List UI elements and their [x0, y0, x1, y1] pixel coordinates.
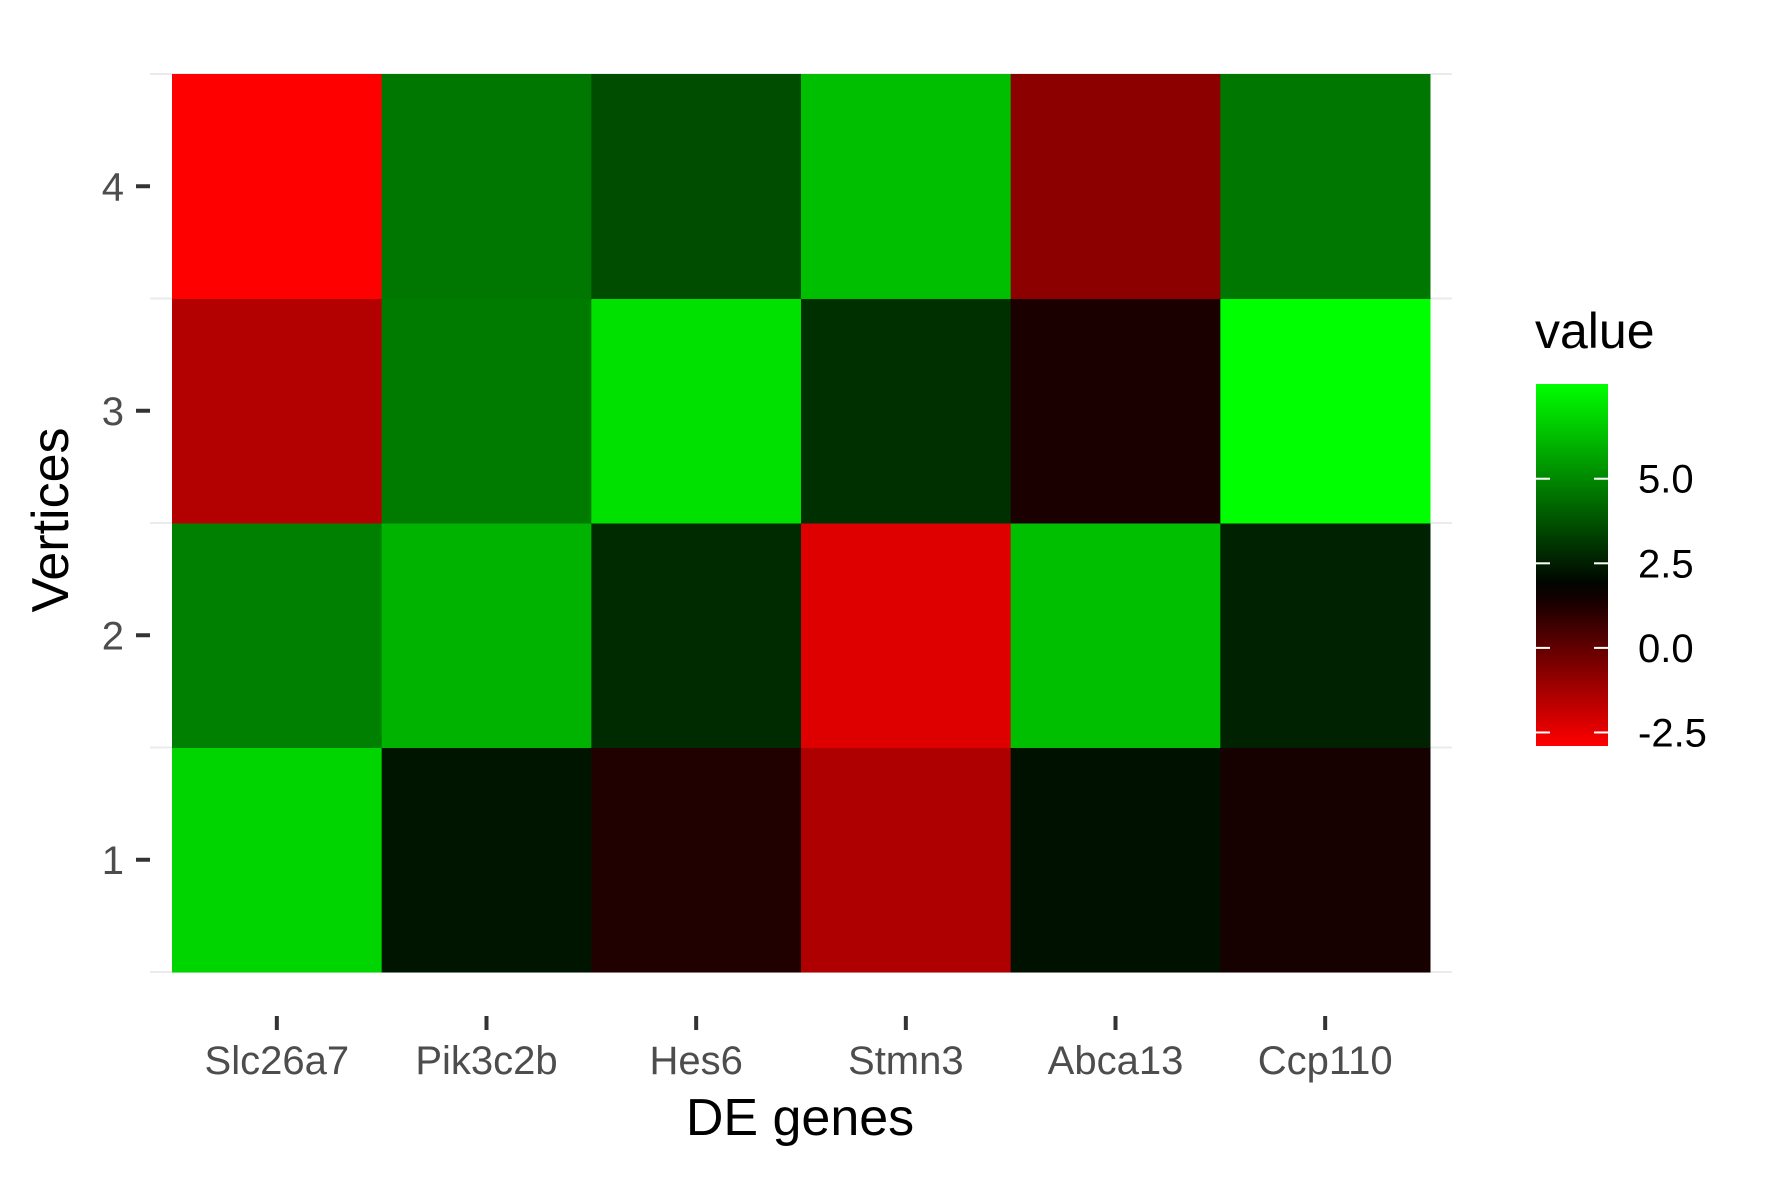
- heatmap-cell: [172, 298, 383, 524]
- legend-title: value: [1535, 303, 1655, 359]
- y-axis: 1 2 3 4: [102, 165, 150, 883]
- heatmap-cell: [172, 523, 383, 748]
- x-axis-title: DE genes: [686, 1089, 914, 1147]
- heatmap-cell: [381, 74, 592, 299]
- heatmap-cell: [1220, 74, 1431, 299]
- y-tick-label: 1: [102, 839, 124, 883]
- y-axis-title: Vertices: [22, 428, 80, 613]
- heatmap-cell: [381, 747, 592, 973]
- x-tick-label: Pik3c2b: [415, 1039, 557, 1083]
- heatmap-cell: [591, 298, 802, 524]
- heatmap-cell: [172, 74, 383, 299]
- legend-tick-label: 5.0: [1638, 458, 1694, 502]
- x-tick-label: Abca13: [1048, 1039, 1184, 1083]
- legend-colorbar: [1536, 384, 1608, 746]
- heatmap-cell: [591, 74, 802, 299]
- x-tick-label: Stmn3: [848, 1039, 964, 1083]
- legend-tick-label: 2.5: [1638, 542, 1694, 586]
- heatmap-cell: [801, 298, 1012, 524]
- color-legend: value -2.5 0.0 2.5 5.0: [1535, 303, 1707, 755]
- y-tick-label: 3: [102, 390, 124, 434]
- heatmap-cell: [591, 747, 802, 973]
- heatmap-cell: [801, 74, 1012, 299]
- heatmap-cell: [801, 523, 1012, 748]
- heatmap-tiles: [172, 74, 1431, 973]
- y-tick-label: 2: [102, 614, 124, 658]
- heatmap-cell: [1220, 747, 1431, 973]
- heatmap-cell: [1010, 74, 1221, 299]
- x-tick-label: Slc26a7: [205, 1039, 350, 1083]
- heatmap-cell: [1010, 747, 1221, 973]
- heatmap-cell: [381, 523, 592, 748]
- heatmap-cell: [1010, 298, 1221, 524]
- heatmap-cell: [1010, 523, 1221, 748]
- heatmap-cell: [381, 298, 592, 524]
- heatmap-cell: [1220, 523, 1431, 748]
- y-tick-label: 4: [102, 165, 124, 209]
- heatmap-cell: [1220, 298, 1431, 524]
- heatmap-cell: [172, 747, 383, 973]
- legend-tick-label: 0.0: [1638, 627, 1694, 671]
- x-tick-label: Ccp110: [1258, 1039, 1393, 1083]
- x-axis: Slc26a7 Pik3c2b Hes6 Stmn3 Abca13 Ccp110: [205, 1016, 1393, 1083]
- heatmap-cell: [591, 523, 802, 748]
- x-tick-label: Hes6: [649, 1039, 742, 1083]
- legend-ticks: -2.5 0.0 2.5 5.0: [1536, 458, 1707, 755]
- heatmap-cell: [801, 747, 1012, 973]
- legend-tick-label: -2.5: [1638, 711, 1707, 755]
